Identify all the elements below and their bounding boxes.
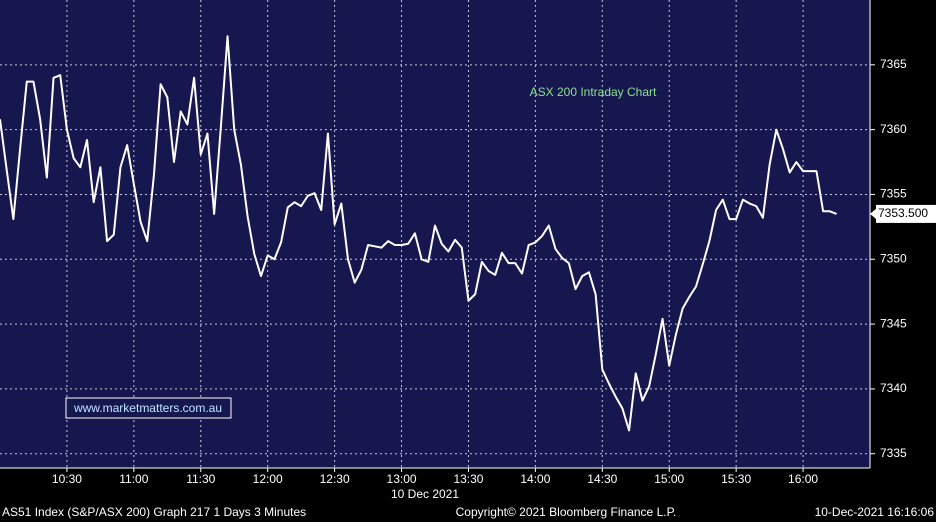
watermark-box xyxy=(65,397,232,419)
x-tick-label: 10:30 xyxy=(52,472,82,486)
x-tick-label: 15:30 xyxy=(721,472,751,486)
footer-center: Copyright© 2021 Bloomberg Finance L.P. xyxy=(456,505,677,519)
watermark: www.marketmatters.com.au xyxy=(73,401,222,415)
last-price-pointer xyxy=(870,208,876,219)
x-tick-label: 11:30 xyxy=(186,472,215,486)
x-tick-label: 13:00 xyxy=(387,472,417,486)
y-tick-label: 7355 xyxy=(880,187,907,201)
x-tick-label: 14:00 xyxy=(520,472,550,486)
price-line xyxy=(0,35,837,432)
y-tick-label: 7360 xyxy=(880,122,907,136)
y-tick-label: 7335 xyxy=(880,446,907,460)
x-tick-label: 12:00 xyxy=(253,472,283,486)
x-tick-label: 14:30 xyxy=(587,472,617,486)
x-tick-label: 11:00 xyxy=(119,472,148,486)
footer-right: 10-Dec-2021 16:16:06 xyxy=(815,505,935,519)
footer-left: AS51 Index (S&P/ASX 200) Graph 217 1 Day… xyxy=(2,505,306,519)
x-tick-label: 15:00 xyxy=(654,472,684,486)
x-tick-label: 16:00 xyxy=(788,472,818,486)
y-tick-label: 7340 xyxy=(880,381,907,395)
y-tick-label: 7345 xyxy=(880,316,907,330)
y-tick-label: 7365 xyxy=(880,57,907,71)
x-axis-label: 10 Dec 2021 xyxy=(391,487,459,501)
last-price-box xyxy=(876,204,936,223)
chart-title: ASX 200 Intraday Chart xyxy=(530,85,657,99)
x-tick-label: 12:30 xyxy=(320,472,350,486)
grid xyxy=(0,0,870,468)
x-tick-label: 13:30 xyxy=(453,472,483,486)
last-price-label: 7353.500 xyxy=(878,206,928,220)
y-tick-label: 7350 xyxy=(880,251,907,265)
